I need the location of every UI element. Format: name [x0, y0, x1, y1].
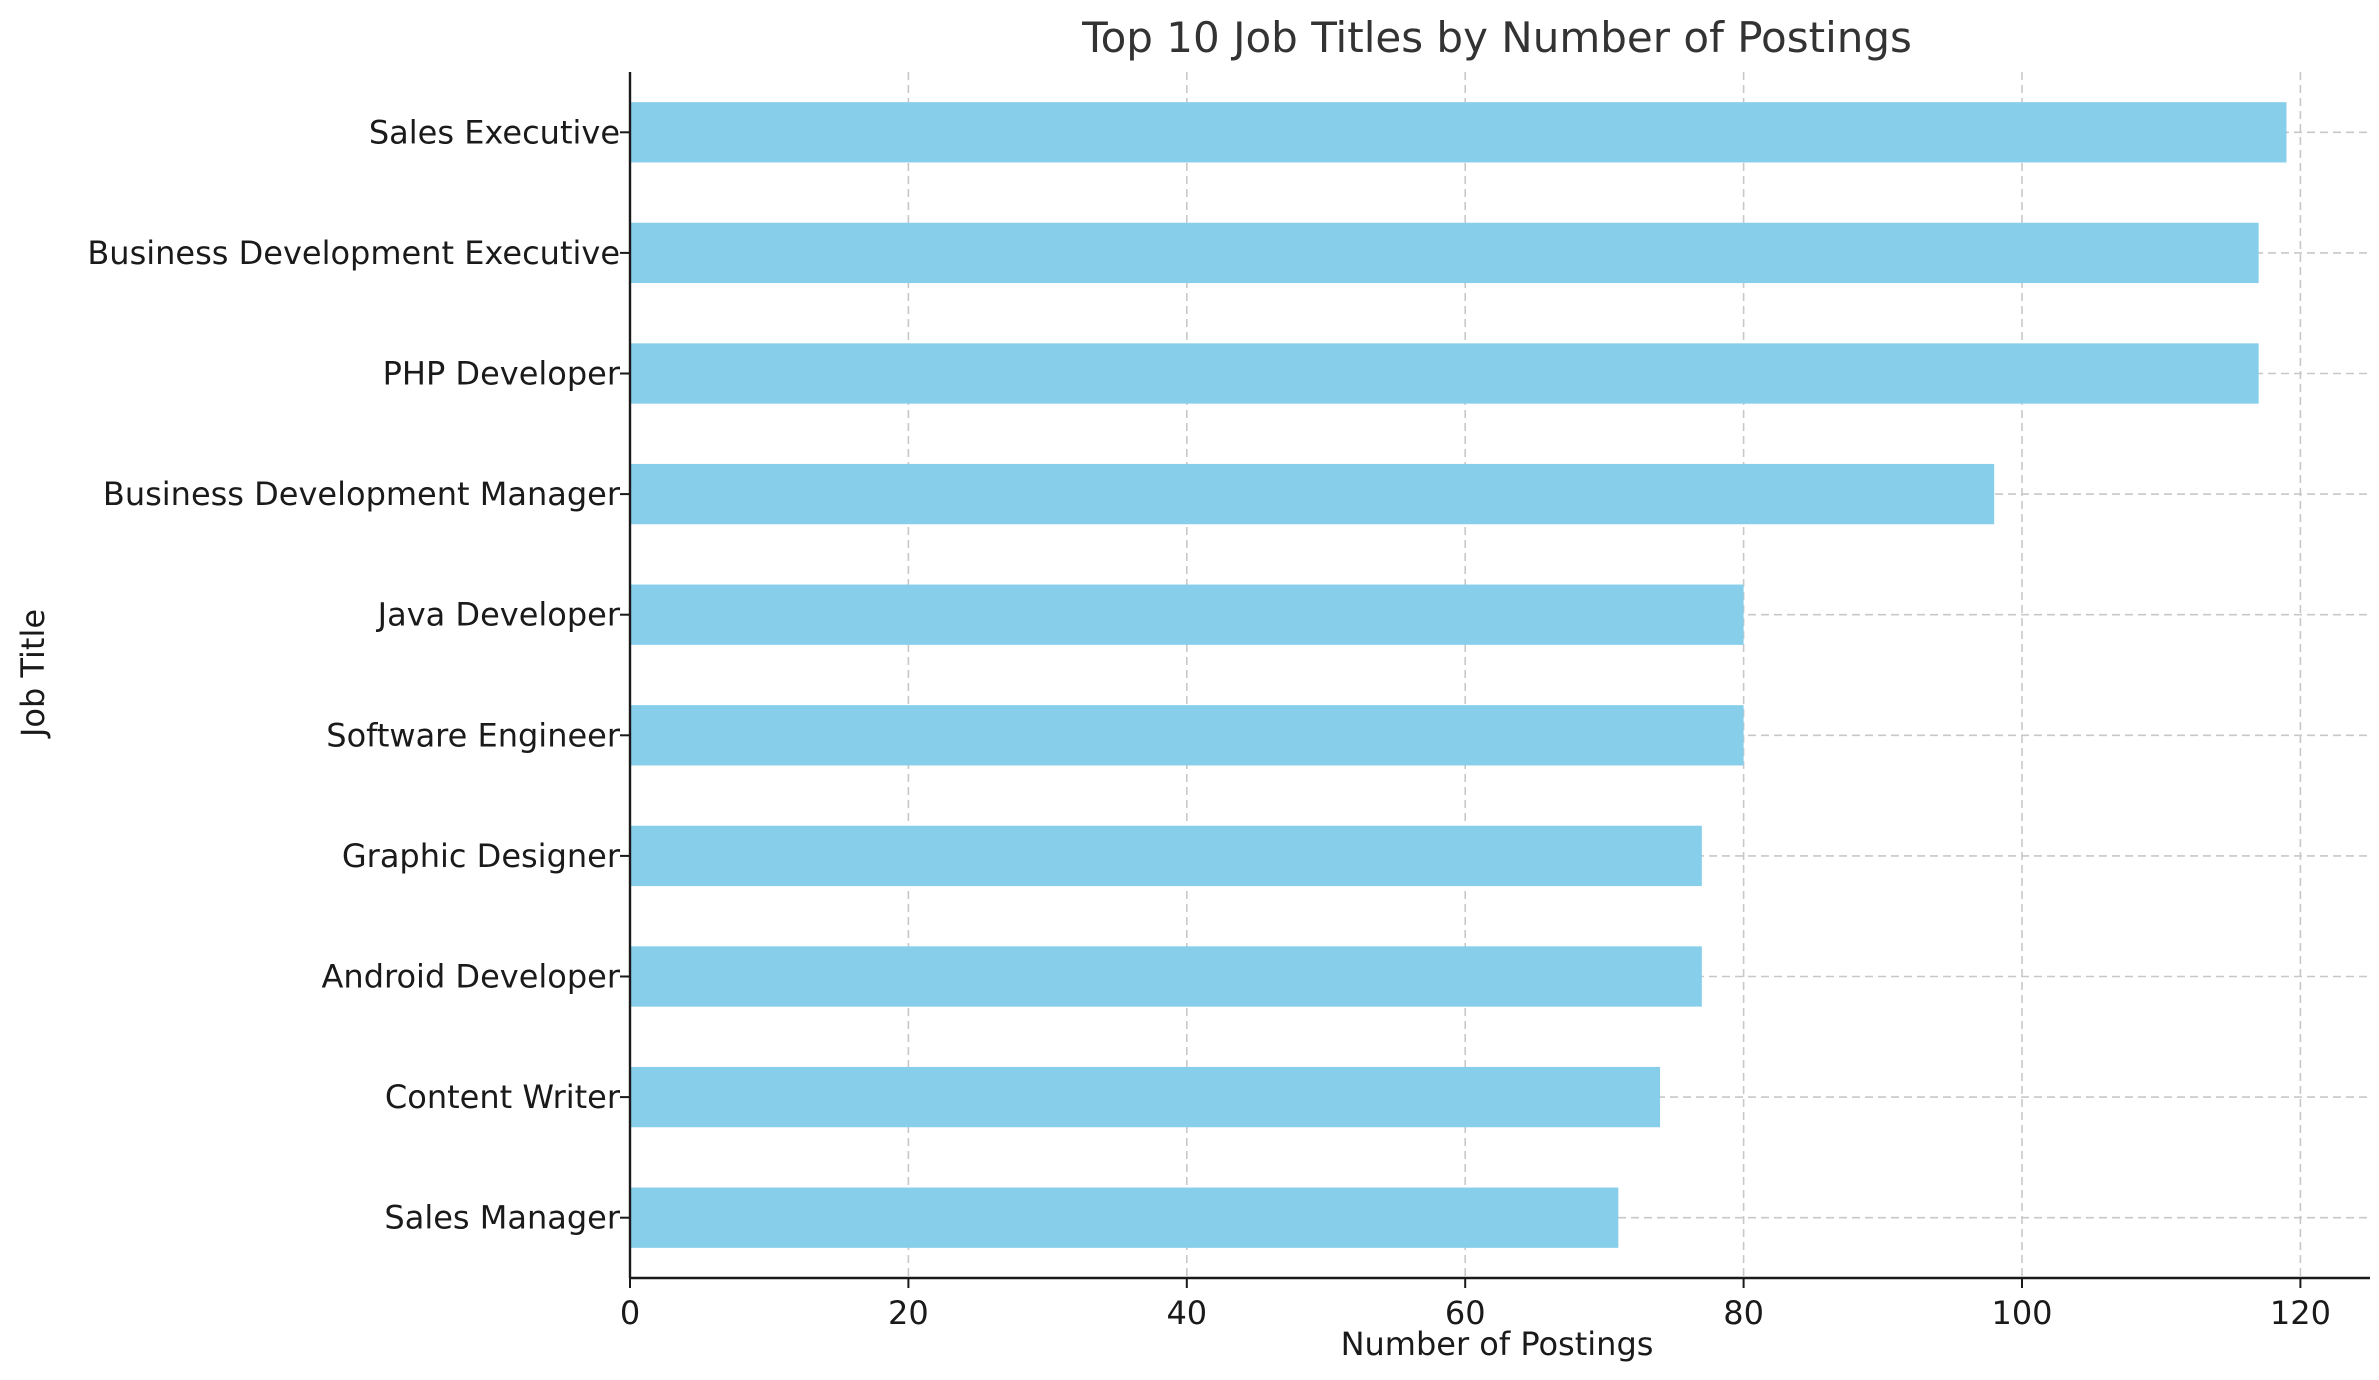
bar	[630, 584, 1744, 645]
x-axis-ticks: 0 20 40 60 80 100 120	[620, 1278, 2331, 1332]
y-tick-label: Java Developer	[376, 596, 621, 634]
bar	[630, 1066, 1661, 1128]
bar	[630, 705, 1744, 766]
bar	[630, 222, 2259, 284]
y-tick-label: Content Writer	[385, 1078, 621, 1116]
chart-title: Top 10 Job Titles by Number of Postings	[1081, 13, 1912, 62]
y-tick-label: Sales Manager	[384, 1199, 620, 1237]
y-axis-label: Job Title	[14, 609, 52, 739]
bar	[630, 946, 1702, 1007]
y-tick-label: Business Development Executive	[87, 234, 620, 272]
x-tick-label: 120	[2270, 1294, 2331, 1332]
y-tick-label: Sales Executive	[369, 113, 620, 151]
y-tick-label: Software Engineer	[326, 716, 621, 754]
x-tick-label: 100	[1991, 1294, 2052, 1332]
bars	[630, 102, 2287, 1248]
x-tick-label: 0	[620, 1294, 640, 1332]
y-tick-label: Graphic Designer	[342, 837, 621, 875]
x-axis-label: Number of Postings	[1341, 1325, 1654, 1363]
axes	[628, 72, 2370, 1280]
bar	[630, 102, 2287, 163]
bar	[630, 343, 2259, 404]
x-tick-label: 20	[888, 1294, 929, 1332]
y-tick-label: Android Developer	[322, 958, 621, 996]
y-axis-ticks: Sales Executive Business Development Exec…	[87, 113, 630, 1237]
y-tick-label: PHP Developer	[383, 355, 621, 393]
x-tick-label: 40	[1166, 1294, 1207, 1332]
bar	[630, 825, 1702, 887]
x-tick-label: 60	[1445, 1294, 1486, 1332]
bar	[630, 463, 1995, 525]
x-tick-label: 80	[1723, 1294, 1764, 1332]
y-tick-label: Business Development Manager	[103, 475, 621, 513]
bar	[630, 1187, 1619, 1248]
